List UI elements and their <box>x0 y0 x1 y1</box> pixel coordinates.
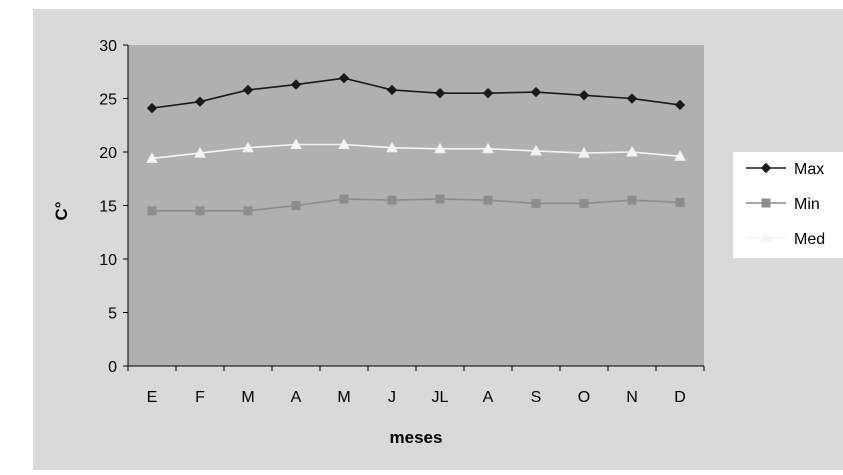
y-tick-label: 0 <box>108 359 117 376</box>
legend-marker-min <box>761 198 771 208</box>
legend-label-med: Med <box>794 231 825 248</box>
y-tick-label: 5 <box>108 306 117 323</box>
legend: Max Min Med <box>733 152 843 258</box>
data-point-min <box>531 198 541 208</box>
data-point-med <box>290 138 302 150</box>
y-tick-label: 25 <box>99 92 117 109</box>
plot-area <box>128 45 704 366</box>
series-line-min <box>152 198 681 212</box>
data-point-max <box>146 102 158 114</box>
x-tick-label: E <box>147 389 158 406</box>
data-point-max <box>290 79 302 90</box>
data-point-med <box>194 147 206 158</box>
x-tick-label: M <box>337 389 350 406</box>
x-tick-label: F <box>195 389 205 406</box>
data-point-max <box>578 90 590 101</box>
data-point-min <box>291 201 301 210</box>
legend-item-min: Min <box>746 196 820 213</box>
x-tick-label: A <box>291 389 302 406</box>
series-line-max <box>151 77 681 109</box>
data-point-med <box>338 138 350 150</box>
data-point-max <box>386 84 398 96</box>
data-point-min <box>579 198 589 208</box>
axes: 0 5 10 15 20 25 30 E F M A M J JL A S O N D <box>99 38 705 406</box>
data-point-min <box>483 195 493 205</box>
data-point-med <box>434 142 446 154</box>
y-tick-label: 15 <box>99 199 117 216</box>
legend-marker-max <box>760 162 772 174</box>
legend-box <box>733 152 843 258</box>
data-point-med <box>626 145 638 157</box>
data-point-min <box>675 197 685 207</box>
x-tick-label: S <box>531 389 542 406</box>
series-med <box>146 138 686 163</box>
data-point-min <box>195 206 205 216</box>
y-axis-title: C° <box>52 201 71 220</box>
data-point-max <box>194 96 206 107</box>
series-max <box>146 72 686 114</box>
x-axis-title: meses <box>390 428 443 447</box>
y-tick-label: 10 <box>99 252 117 269</box>
legend-label-min: Min <box>794 196 820 213</box>
x-tick-label: J <box>388 389 396 406</box>
data-point-max <box>338 72 350 84</box>
data-point-max <box>674 99 686 111</box>
x-tick-label: N <box>626 389 638 406</box>
data-point-min <box>387 195 397 205</box>
data-point-min <box>435 194 445 204</box>
data-point-med <box>146 152 158 163</box>
x-tick-label: D <box>674 389 686 406</box>
data-point-med <box>530 144 542 156</box>
data-point-min <box>147 206 157 216</box>
y-tick-label: 20 <box>99 145 117 162</box>
x-tick-label: M <box>241 389 254 406</box>
data-point-max <box>482 87 494 99</box>
data-point-max <box>530 86 542 98</box>
data-point-med <box>674 150 686 161</box>
series-layer <box>146 72 686 216</box>
legend-item-max: Max <box>746 161 824 178</box>
data-point-med <box>386 141 398 153</box>
data-point-max <box>242 84 254 96</box>
legend-label-max: Max <box>794 161 824 178</box>
data-point-med <box>482 142 494 154</box>
data-point-med <box>578 147 590 158</box>
y-tick-label: 30 <box>99 38 117 55</box>
series-min <box>147 194 685 216</box>
legend-item-med: Med <box>746 231 825 248</box>
data-point-min <box>339 194 349 204</box>
data-point-max <box>434 87 446 99</box>
x-tick-label: O <box>578 389 590 406</box>
x-tick-label: A <box>483 389 494 406</box>
data-point-min <box>627 195 637 205</box>
data-point-max <box>626 93 638 104</box>
series-line-med <box>151 143 681 160</box>
data-point-med <box>242 141 254 153</box>
data-point-min <box>243 206 253 216</box>
x-tick-label: JL <box>432 389 449 406</box>
legend-marker-med <box>760 231 772 243</box>
